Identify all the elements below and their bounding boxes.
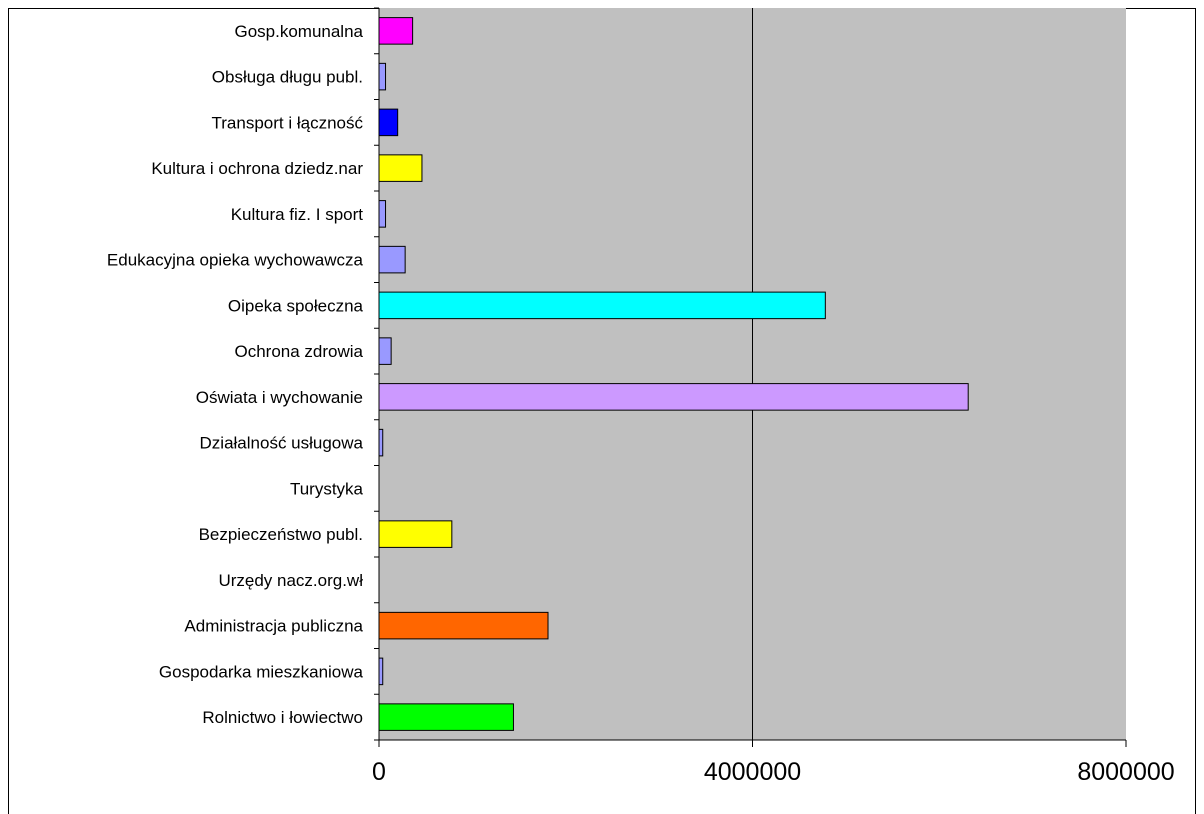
bar [378,291,826,320]
category-label: Oipeka społeczna [228,296,364,315]
category-label: Edukacyjna opieka wychowawcza [107,251,364,270]
bar [378,383,969,411]
category-label: Gospodarka mieszkaniowa [159,662,364,681]
bar [378,62,387,91]
category-label: Bezpieczeństwo publ. [199,525,363,544]
category-label: Urzędy nacz.org.wł [218,571,363,590]
x-tick-label: 8000000 [1077,758,1174,786]
category-label: Działalność usługowa [200,434,364,453]
bar [378,657,384,686]
bar [378,154,423,182]
bar [378,200,387,228]
x-tick-label: 4000000 [704,758,801,786]
category-label: Transport i łączność [212,113,364,132]
category-label: Turystyka [290,479,364,498]
category-label: Kultura i ochrona dziedz.nar [151,159,363,178]
bar [378,245,406,274]
bar [378,337,392,365]
bar [378,611,549,640]
category-labels: Gosp.komunalna Obsługa długu publ. Transpo… [107,22,364,727]
bar [378,520,453,548]
bar [378,428,384,457]
category-label: Kultura fiz. I sport [231,205,364,224]
bars [378,17,969,731]
bar [378,108,399,137]
tick-labels: 0 4000000 8000000 [372,758,1175,786]
category-label: Obsługa długu publ. [212,68,363,87]
category-label: Oświata i wychowanie [196,388,363,407]
category-label: Ochrona zdrowia [234,342,363,361]
category-label: Administracja publiczna [184,617,363,636]
axes [374,7,1127,747]
bar [378,703,514,731]
bar [378,17,414,45]
category-label: Rolnictwo i łowiectwo [202,708,363,727]
category-label: Gosp.komunalna [234,22,363,41]
x-tick-label: 0 [372,758,386,786]
